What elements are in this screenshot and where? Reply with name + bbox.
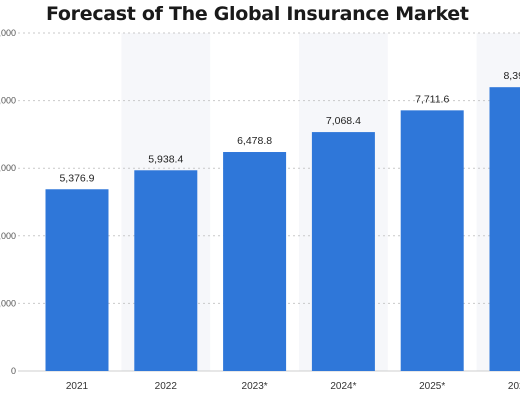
x-tick-label: 2026* xyxy=(508,381,520,392)
bar xyxy=(45,189,109,371)
data-label: 7,068.4 xyxy=(326,115,361,127)
bar xyxy=(489,87,520,371)
x-tick-label: 2021 xyxy=(66,381,89,392)
y-tick-label: 6,000 xyxy=(0,163,16,173)
data-label: 8,397.0 xyxy=(503,70,520,82)
bar xyxy=(134,170,198,371)
y-tick-label: 0 xyxy=(11,366,16,376)
data-label: 5,376.9 xyxy=(59,172,94,184)
y-tick-label: 8,000 xyxy=(0,96,16,106)
x-tick-label: 2024* xyxy=(330,381,356,392)
x-tick-label: 2025* xyxy=(419,381,445,392)
data-label: 5,938.4 xyxy=(148,153,183,165)
x-tick-label: 2023* xyxy=(242,381,268,392)
bar xyxy=(311,132,375,371)
data-label: 7,711.6 xyxy=(415,93,449,105)
chart-title: Forecast of The Global Insurance Market xyxy=(46,3,469,25)
x-tick-label: 2022 xyxy=(155,381,178,392)
y-tick-label: 2,000 xyxy=(0,298,16,308)
bar xyxy=(223,152,287,371)
y-tick-label: 4,000 xyxy=(0,231,16,241)
data-label: 6,478.8 xyxy=(237,135,272,147)
y-tick-label: 10,000 xyxy=(0,28,16,38)
bar xyxy=(400,110,464,371)
